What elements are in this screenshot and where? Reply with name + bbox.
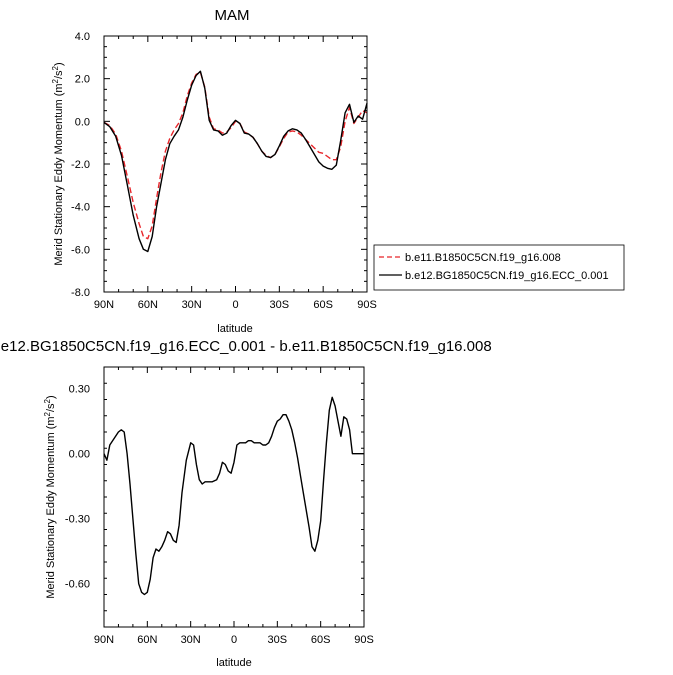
top-x-tick-label: 90S — [357, 299, 377, 311]
bottom-x-tick-label: 90N — [94, 634, 114, 646]
top-y-tick-label: 2.0 — [75, 74, 90, 86]
top-y-axis-label: Merid Stationary Eddy Momentum (m2/s2) — [51, 62, 66, 265]
top-chart-title: MAM — [215, 7, 250, 24]
top-x-tick-label: 0 — [232, 299, 238, 311]
bottom-x-tick-label: 0 — [231, 634, 237, 646]
top-x-tick-label: 60N — [138, 299, 158, 311]
bottom-series-line-1 — [103, 396, 364, 596]
top-x-tick-label: 90N — [94, 299, 114, 311]
top-x-tick-label: 30N — [182, 299, 202, 311]
top-y-tick-label: -6.0 — [71, 244, 90, 256]
bottom-x-tick-label: 30N — [181, 634, 201, 646]
top-x-tick-label: 30S — [270, 299, 290, 311]
legend-entry-series-2: b.e12.BG1850C5CN.f19_g16.ECC_0.001 — [405, 270, 609, 282]
bottom-y-tick-label: 0.30 — [69, 384, 90, 396]
bottom-y-axis-label: Merid Stationary Eddy Momentum (m2/s2) — [43, 395, 58, 598]
top-x-tick-label: 60S — [313, 299, 333, 311]
bottom-y-tick-label: -0.30 — [65, 514, 90, 526]
bottom-ticks: 90N 60N 30N 0 30S 60S 90S -0.60 -0.30 0.00 0.30 — [65, 366, 374, 646]
top-ticks: 90N 60N 30N 0 30S 60S 90S -8.0 -6.0 -4.0 -2.0 0.0 2.… — [71, 31, 377, 311]
top-y-tick-label: 4.0 — [75, 31, 90, 43]
bottom-series-group — [103, 396, 364, 596]
top-y-tick-label: -4.0 — [71, 202, 90, 214]
bottom-plot-frame — [103, 366, 365, 628]
bottom-x-tick-label: 60S — [311, 634, 331, 646]
top-y-tick-label: -2.0 — [71, 159, 90, 171]
top-x-axis-label: latitude — [217, 323, 252, 335]
top-y-tick-label: -8.0 — [71, 287, 90, 299]
legend-box — [373, 244, 625, 291]
top-series-group — [103, 70, 368, 253]
bottom-x-axis-label: latitude — [216, 657, 251, 669]
top-series-line-1 — [103, 71, 368, 240]
top-y-tick-label: 0.0 — [75, 116, 90, 128]
top-plot-frame — [103, 35, 368, 293]
bottom-y-tick-label: 0.00 — [69, 449, 90, 461]
bottom-y-tick-label: -0.60 — [65, 579, 90, 591]
bottom-x-tick-label: 30S — [268, 634, 288, 646]
bottom-chart-title: b.e12.BG1850C5CN.f19_g16.ECC_0.001 - b.e… — [0, 338, 492, 355]
top-legend: b.e11.B1850C5CN.f19_g16.008 b.e12.BG1850… — [373, 244, 625, 291]
bottom-x-tick-label: 90S — [354, 634, 374, 646]
legend-entry-series-1: b.e11.B1850C5CN.f19_g16.008 — [405, 252, 561, 264]
top-series-line-2 — [103, 70, 368, 253]
top-panel: MAM 90N 60N 30N 0 30S 60S 90S -8.0 -6.0 -4.0 -2.0 0… — [51, 7, 625, 335]
bottom-x-tick-label: 60N — [137, 634, 157, 646]
bottom-panel: b.e12.BG1850C5CN.f19_g16.ECC_0.001 - b.e… — [0, 338, 492, 669]
